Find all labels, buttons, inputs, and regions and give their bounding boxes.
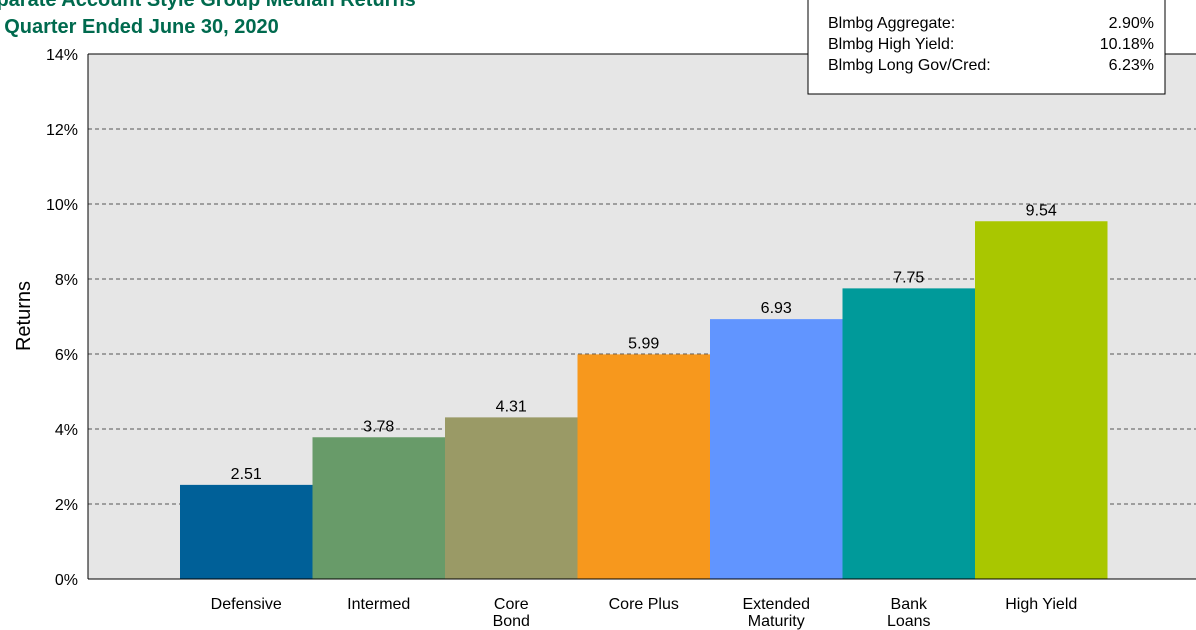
data-label: 4.31 (496, 398, 527, 415)
y-tick-label: 2% (55, 497, 78, 514)
y-tick-label: 12% (46, 122, 78, 139)
category-label: Defensive (211, 596, 282, 613)
benchmark-value: 10.18% (1100, 36, 1154, 53)
y-tick-label: 0% (55, 572, 78, 589)
y-tick-labels: 0% 2% 4% 6% 8% 10% 12% 14% (46, 47, 78, 589)
bar (445, 417, 578, 579)
data-label: 9.54 (1026, 202, 1057, 219)
y-tick-label: 10% (46, 197, 78, 214)
category-label: Bond (493, 613, 530, 630)
y-tick-label: 8% (55, 272, 78, 289)
y-tick-label: 6% (55, 347, 78, 364)
benchmark-name: Blmbg High Yield: (828, 36, 954, 53)
data-label: 2.51 (231, 466, 262, 483)
data-label: 5.99 (628, 335, 659, 352)
category-label: Loans (887, 613, 931, 630)
data-labels: 2.51 3.78 4.31 5.99 6.93 7.75 9.54 (231, 202, 1057, 483)
y-tick-label: 14% (46, 47, 78, 64)
category-label: Intermed (347, 596, 410, 613)
bar (180, 484, 313, 579)
category-label: Bank (891, 596, 928, 613)
category-label: Extended (742, 596, 810, 613)
benchmark-name: Blmbg Aggregate: (828, 15, 955, 32)
category-label: Core Plus (609, 596, 679, 613)
benchmark-value: 6.23% (1109, 57, 1154, 74)
benchmark-box (807, 0, 1166, 95)
bar (577, 354, 710, 579)
y-axis-label: Returns (13, 281, 35, 351)
bar (710, 319, 843, 579)
benchmark-legend: Blmbg Aggregate: 2.90% Blmbg High Yield: 10… (807, 0, 1166, 95)
category-label: Core (494, 596, 529, 613)
data-label: 3.78 (363, 418, 394, 435)
category-label: Maturity (748, 613, 805, 630)
chart-title-line-2: for Quarter Ended June 30, 2020 (0, 16, 279, 38)
data-label: 7.75 (893, 269, 924, 286)
chart-title: Separate Account Style Group Median Retu… (0, 0, 416, 38)
chart-title-line-1: Separate Account Style Group Median Retu… (0, 0, 416, 11)
bar (842, 288, 975, 579)
benchmark-name: Blmbg Long Gov/Cred: (828, 57, 991, 74)
bar (975, 221, 1108, 579)
y-tick-label: 4% (55, 422, 78, 439)
benchmark-value: 2.90% (1109, 15, 1154, 32)
bar (312, 437, 445, 579)
bars (180, 221, 1108, 579)
data-label: 6.93 (761, 300, 792, 317)
category-label: High Yield (1005, 596, 1077, 613)
